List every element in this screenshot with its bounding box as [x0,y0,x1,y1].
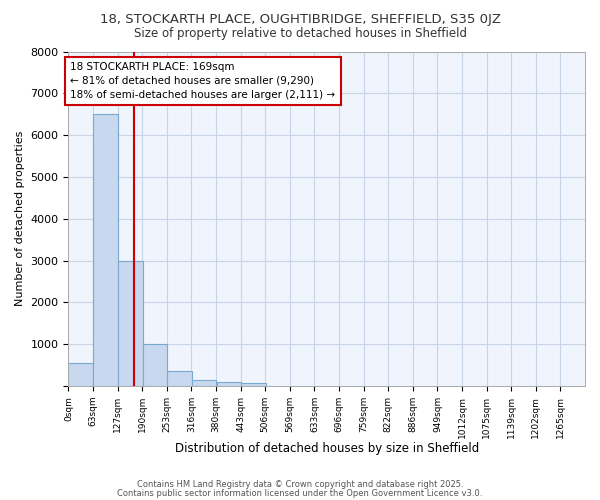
Bar [68,363,93,386]
Text: Contains public sector information licensed under the Open Government Licence v3: Contains public sector information licen… [118,488,482,498]
X-axis label: Distribution of detached houses by size in Sheffield: Distribution of detached houses by size … [175,442,479,455]
Text: 18, STOCKARTH PLACE, OUGHTIBRIDGE, SHEFFIELD, S35 0JZ: 18, STOCKARTH PLACE, OUGHTIBRIDGE, SHEFF… [100,12,500,26]
Text: 18 STOCKARTH PLACE: 169sqm
← 81% of detached houses are smaller (9,290)
18% of s: 18 STOCKARTH PLACE: 169sqm ← 81% of deta… [70,62,335,100]
Bar [93,114,118,386]
Text: Contains HM Land Registry data © Crown copyright and database right 2025.: Contains HM Land Registry data © Crown c… [137,480,463,489]
Bar [118,260,143,386]
Bar [192,380,217,386]
Y-axis label: Number of detached properties: Number of detached properties [15,131,25,306]
Bar [217,382,241,386]
Bar [241,383,266,386]
Bar [143,344,167,386]
Text: Size of property relative to detached houses in Sheffield: Size of property relative to detached ho… [133,28,467,40]
Bar [167,372,192,386]
